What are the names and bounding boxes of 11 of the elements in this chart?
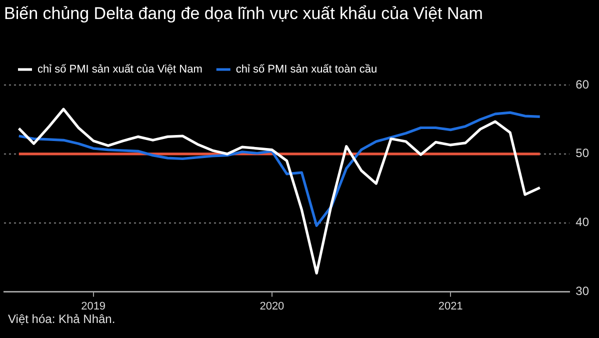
- text: Việt hóa: Khả Nhân.: [8, 312, 116, 326]
- y-tick-label: 50: [576, 146, 590, 160]
- x-tick-label: 2021: [438, 300, 463, 312]
- y-tick-label: 40: [576, 215, 590, 230]
- y-tick-label: 30: [576, 284, 590, 298]
- x-tick-label: 2020: [260, 300, 284, 312]
- chart-title: Biến chủng Delta đang đe dọa lĩnh vực xuất khẩu của Việt Nam: [3, 3, 484, 25]
- legend-label: chỉ số PMI sản xuất của Việt Nam: [38, 64, 202, 76]
- x-tick-label: 2019: [81, 300, 106, 312]
- legend-label: chỉ số PMI sản xuất toàn cầu: [236, 64, 378, 76]
- y-tick-label: 60: [576, 77, 590, 92]
